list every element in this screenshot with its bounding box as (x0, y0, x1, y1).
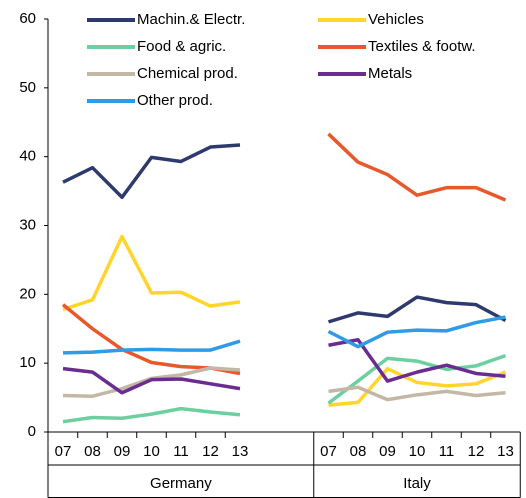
legend-label: Other prod. (137, 92, 213, 109)
group-label: Germany (150, 475, 212, 492)
x-tick-label: 09 (114, 443, 131, 460)
legend-label: Textiles & footw. (368, 38, 476, 55)
x-tick-label: 07 (320, 443, 337, 460)
x-tick-label: 12 (202, 443, 219, 460)
series-line (62, 315, 506, 355)
y-tick-label: 60 (19, 10, 36, 27)
x-tick-label: 09 (379, 443, 396, 460)
legend-label: Metals (368, 65, 412, 82)
x-tick-label: 13 (232, 443, 249, 460)
series-line (62, 353, 507, 424)
y-tick-label: 10 (19, 354, 36, 371)
y-tick-label: 0 (28, 423, 36, 440)
x-tick-label: 10 (409, 443, 426, 460)
x-tick-label: 12 (468, 443, 485, 460)
series-line (62, 143, 507, 324)
x-tick-label: 10 (143, 443, 160, 460)
x-tick-label: 07 (55, 443, 72, 460)
x-tick-label: 11 (439, 443, 455, 460)
y-tick-label: 20 (19, 285, 36, 302)
x-tick-label: 08 (84, 443, 101, 460)
legend-label: Machin.& Electr. (137, 11, 245, 28)
y-tick-label: 40 (19, 148, 36, 165)
x-tick-label: 08 (350, 443, 367, 460)
legend-label: Food & agric. (137, 38, 226, 55)
x-tick-label: 11 (173, 443, 189, 460)
series-line (62, 338, 506, 395)
legend-label: Chemical prod. (137, 65, 238, 82)
x-tick-label: 13 (497, 443, 514, 460)
series-line (62, 234, 507, 407)
y-tick-label: 50 (19, 79, 36, 96)
legend-label: Vehicles (368, 11, 424, 28)
group-label: Italy (403, 475, 431, 492)
y-tick-label: 30 (19, 216, 36, 233)
